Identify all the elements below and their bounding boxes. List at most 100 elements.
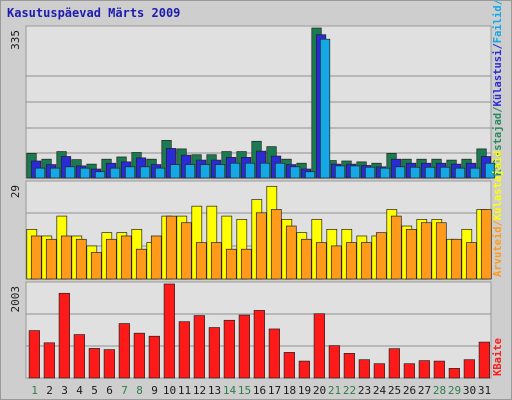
x-tick-label-day-21: 21 bbox=[328, 384, 341, 397]
bar-top-failid-14 bbox=[229, 162, 241, 179]
bar-bottom-kbaite-13 bbox=[208, 327, 220, 379]
bar-bottom-kbaite-14 bbox=[223, 319, 235, 379]
bar-bottom-kbaite-24 bbox=[373, 363, 385, 379]
bar-middle-arvuteid-22 bbox=[345, 242, 357, 280]
bar-middle-arvuteid-16 bbox=[255, 212, 267, 280]
panel-bottom-legend: KBaite bbox=[492, 338, 504, 376]
bar-top-failid-20 bbox=[319, 38, 331, 179]
bar-top-failid-4 bbox=[79, 167, 91, 179]
bar-bottom-kbaite-4 bbox=[73, 334, 85, 379]
x-tick-label-day-8: 8 bbox=[136, 384, 143, 397]
x-tick-label-day-25: 25 bbox=[388, 384, 401, 397]
bar-middle-arvuteid-5 bbox=[90, 252, 102, 280]
bar-bottom-kbaite-23 bbox=[358, 359, 370, 379]
bar-top-failid-22 bbox=[349, 165, 361, 179]
bar-middle-arvuteid-6 bbox=[105, 238, 117, 280]
bar-middle-arvuteid-19 bbox=[300, 238, 312, 280]
bar-middle-arvuteid-29 bbox=[450, 238, 462, 280]
bar-middle-arvuteid-9 bbox=[150, 235, 162, 280]
panel-middle-max-tick-label: 29 bbox=[9, 185, 22, 198]
x-tick-label-day-5: 5 bbox=[91, 384, 98, 397]
x-tick-label-day-31: 31 bbox=[478, 384, 491, 397]
x-tick-label-day-15: 15 bbox=[238, 384, 251, 397]
bar-top-failid-30 bbox=[469, 167, 481, 179]
bar-middle-arvuteid-4 bbox=[75, 238, 87, 280]
bar-middle-arvuteid-8 bbox=[135, 248, 147, 280]
panel-top-max-tick-label: 335 bbox=[9, 30, 22, 50]
legend-külastajaid: Külastajaid bbox=[492, 151, 504, 221]
bar-bottom-kbaite-8 bbox=[133, 332, 145, 379]
bar-bottom-kbaite-5 bbox=[88, 348, 100, 379]
bar-top-failid-16 bbox=[259, 162, 271, 179]
bar-bottom-kbaite-10 bbox=[163, 283, 175, 379]
x-tick-label-day-9: 9 bbox=[151, 384, 158, 397]
x-tick-label-day-1: 1 bbox=[31, 384, 38, 397]
x-tick-label-day-13: 13 bbox=[208, 384, 221, 397]
x-tick-label-day-17: 17 bbox=[268, 384, 281, 397]
legend-kbaite: KBaite bbox=[492, 338, 504, 376]
x-tick-label-day-19: 19 bbox=[298, 384, 311, 397]
bar-middle-arvuteid-17 bbox=[270, 209, 282, 280]
bar-bottom-kbaite-9 bbox=[148, 335, 160, 379]
bar-top-failid-25 bbox=[394, 166, 406, 179]
bar-middle-arvuteid-13 bbox=[210, 242, 222, 280]
x-tick-label-day-10: 10 bbox=[163, 384, 176, 397]
bar-middle-arvuteid-28 bbox=[435, 222, 447, 280]
bar-top-failid-24 bbox=[379, 167, 391, 179]
bar-middle-arvuteid-10 bbox=[165, 215, 177, 280]
bar-middle-arvuteid-11 bbox=[180, 222, 192, 280]
bar-middle-arvuteid-15 bbox=[240, 248, 252, 280]
bar-bottom-kbaite-28 bbox=[433, 360, 445, 379]
bar-middle-arvuteid-31 bbox=[480, 209, 492, 280]
x-tick-label-day-4: 4 bbox=[76, 384, 83, 397]
x-tick-label-day-27: 27 bbox=[418, 384, 431, 397]
bar-middle-arvuteid-23 bbox=[360, 242, 372, 280]
chart-title: Kasutuspäevad Märts 2009 bbox=[7, 6, 181, 20]
x-tick-label-day-3: 3 bbox=[61, 384, 68, 397]
x-tick-label-day-12: 12 bbox=[193, 384, 206, 397]
bar-bottom-kbaite-21 bbox=[328, 345, 340, 379]
bar-bottom-kbaite-2 bbox=[43, 342, 55, 379]
bar-top-failid-7 bbox=[124, 166, 136, 179]
bar-bottom-kbaite-25 bbox=[388, 348, 400, 379]
bar-bottom-kbaite-15 bbox=[238, 314, 250, 379]
bar-top-failid-17 bbox=[274, 162, 286, 179]
bar-top-failid-1 bbox=[34, 167, 46, 179]
bar-bottom-kbaite-17 bbox=[268, 328, 280, 379]
bar-top-failid-10 bbox=[169, 164, 181, 179]
bar-top-failid-13 bbox=[214, 164, 226, 179]
bar-top-failid-19 bbox=[304, 171, 316, 179]
bar-middle-arvuteid-27 bbox=[420, 222, 432, 280]
bar-middle-arvuteid-3 bbox=[60, 235, 72, 280]
x-tick-label-day-22: 22 bbox=[343, 384, 356, 397]
legend-arvuteid: Arvuteid/ bbox=[492, 220, 504, 277]
bar-middle-arvuteid-24 bbox=[375, 232, 387, 280]
bar-middle-arvuteid-18 bbox=[285, 225, 297, 280]
bar-bottom-kbaite-30 bbox=[463, 359, 475, 379]
x-tick-label-day-28: 28 bbox=[433, 384, 446, 397]
x-tick-label-day-18: 18 bbox=[283, 384, 296, 397]
x-tick-label-day-6: 6 bbox=[106, 384, 113, 397]
x-tick-label-day-23: 23 bbox=[358, 384, 371, 397]
bar-top-failid-11 bbox=[184, 164, 196, 179]
bar-bottom-kbaite-31 bbox=[478, 341, 490, 379]
x-tick-label-day-26: 26 bbox=[403, 384, 416, 397]
x-tick-label-day-14: 14 bbox=[223, 384, 237, 397]
bar-bottom-kbaite-26 bbox=[403, 363, 415, 379]
bar-middle-arvuteid-30 bbox=[465, 242, 477, 280]
legend-külastusi: Külastusi/ bbox=[492, 43, 504, 106]
bar-bottom-kbaite-20 bbox=[313, 313, 325, 379]
bar-bottom-kbaite-11 bbox=[178, 321, 190, 379]
x-tick-label-day-11: 11 bbox=[178, 384, 191, 397]
bar-top-failid-6 bbox=[109, 167, 121, 179]
x-tick-label-day-2: 2 bbox=[46, 384, 53, 397]
bar-middle-arvuteid-21 bbox=[330, 245, 342, 280]
bar-middle-arvuteid-12 bbox=[195, 242, 207, 280]
bar-middle-arvuteid-20 bbox=[315, 242, 327, 280]
bar-bottom-kbaite-7 bbox=[118, 323, 130, 379]
bar-bottom-kbaite-16 bbox=[253, 310, 265, 379]
x-tick-label-day-24: 24 bbox=[373, 384, 387, 397]
bar-middle-arvuteid-2 bbox=[45, 238, 57, 280]
bar-top-failid-2 bbox=[49, 167, 61, 179]
